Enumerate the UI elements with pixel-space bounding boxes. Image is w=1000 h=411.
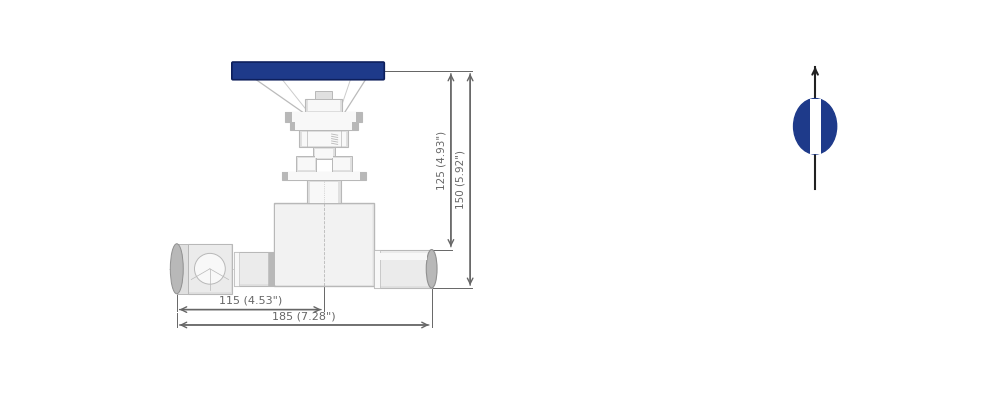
Bar <box>302 132 346 145</box>
Bar <box>315 91 332 99</box>
Text: 185 (7.28"): 185 (7.28") <box>272 311 336 321</box>
Bar <box>356 113 362 122</box>
Text: 125 (4.93"): 125 (4.93") <box>436 131 446 190</box>
Bar <box>374 249 432 288</box>
Bar <box>352 122 358 130</box>
Bar <box>299 130 348 147</box>
Bar <box>333 158 350 170</box>
Bar <box>308 100 340 111</box>
FancyBboxPatch shape <box>232 62 384 80</box>
Bar <box>375 251 430 286</box>
Bar <box>360 172 366 180</box>
Bar <box>235 253 272 284</box>
Bar <box>377 253 427 260</box>
Bar <box>315 149 333 158</box>
Bar <box>307 180 341 203</box>
Bar <box>288 172 360 180</box>
Ellipse shape <box>170 244 183 294</box>
Bar <box>332 156 352 172</box>
Bar <box>275 205 372 285</box>
Bar <box>188 244 232 294</box>
Bar <box>274 203 374 286</box>
Bar <box>374 249 380 288</box>
Bar <box>298 158 315 170</box>
Text: 150 (5.92"): 150 (5.92") <box>456 150 466 209</box>
Bar <box>290 122 295 130</box>
Ellipse shape <box>794 99 837 154</box>
Bar <box>292 113 356 122</box>
Bar <box>296 156 316 172</box>
Bar <box>285 113 292 122</box>
Bar <box>234 252 239 286</box>
Bar <box>285 113 362 122</box>
Bar <box>810 99 821 154</box>
Circle shape <box>194 253 225 284</box>
Text: 115 (4.53"): 115 (4.53") <box>219 296 282 306</box>
Bar <box>313 147 335 159</box>
Bar <box>282 172 288 180</box>
Bar <box>282 172 366 180</box>
Bar <box>177 244 188 294</box>
Bar <box>310 182 338 203</box>
Bar <box>305 99 342 113</box>
Bar <box>234 252 274 286</box>
Bar <box>290 122 358 130</box>
Bar <box>189 245 231 292</box>
Ellipse shape <box>426 249 437 288</box>
Bar <box>268 252 274 286</box>
Bar <box>295 122 352 130</box>
